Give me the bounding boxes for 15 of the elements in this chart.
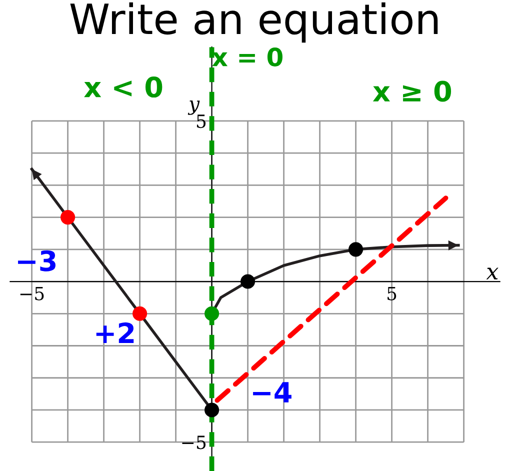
annotation: +2 [96,322,134,344]
point [240,274,256,289]
y-axis-title: y [188,100,200,115]
annotation: −3 [18,250,56,272]
point [132,306,148,321]
point [60,210,76,225]
point [348,242,364,257]
annotation: x ≥ 0 [372,80,452,102]
x-axis-title: x [486,268,498,280]
ref-line-label: x = 0 [212,48,282,66]
annotation: −4 [253,382,292,402]
annotation: x < 0 [84,76,162,98]
point [204,402,220,418]
chart-title: Write an equation [70,2,438,43]
point [204,306,220,321]
